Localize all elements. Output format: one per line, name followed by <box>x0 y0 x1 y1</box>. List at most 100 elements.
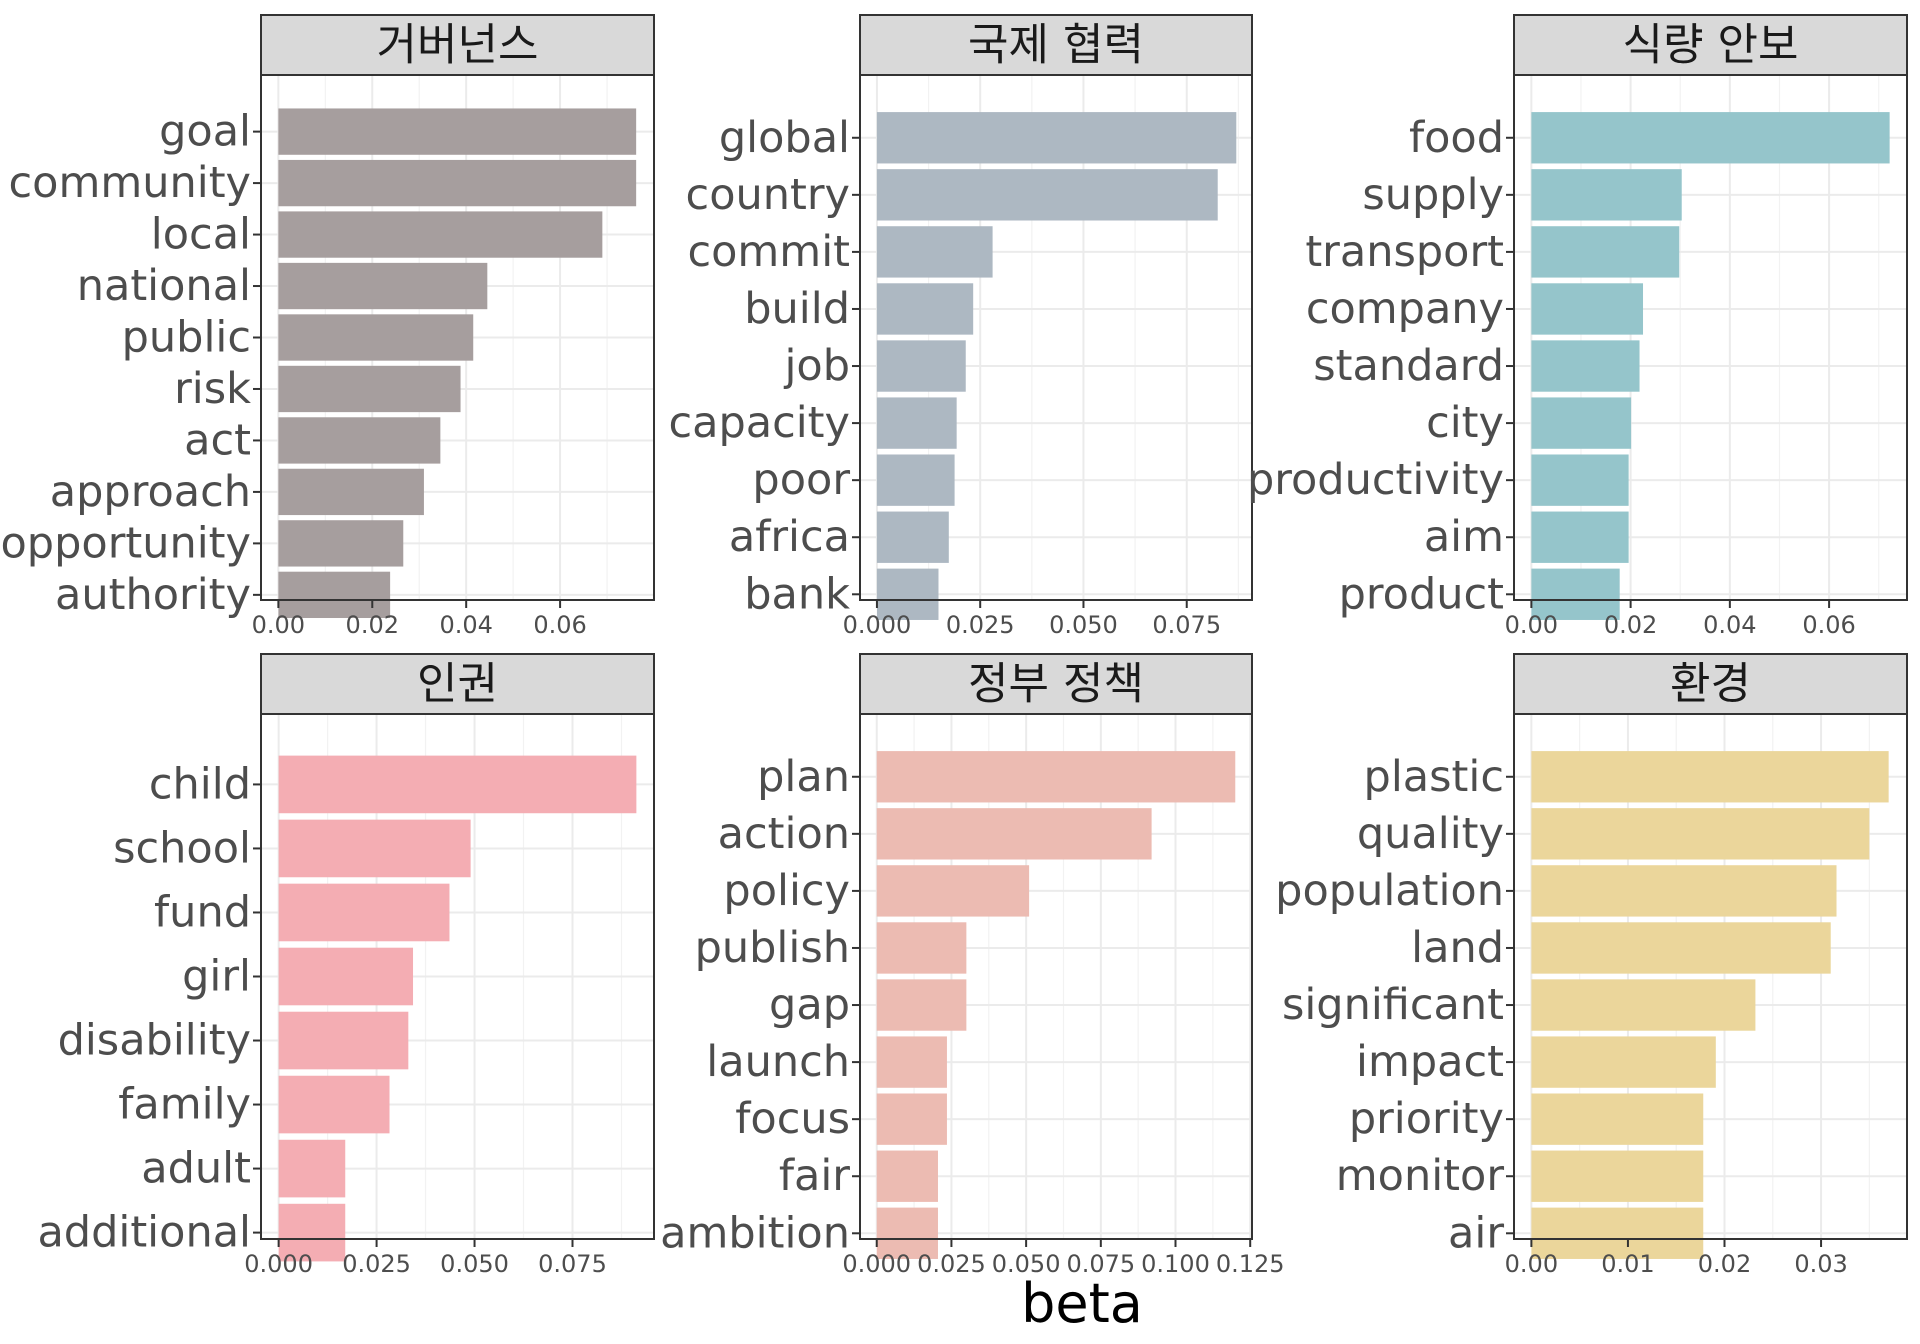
category-label-food: food <box>1409 113 1504 163</box>
category-label-ambition: ambition <box>660 1208 850 1258</box>
bar-air <box>1531 1207 1704 1259</box>
category-label-quality: quality <box>1357 809 1504 859</box>
panels-layer: goalcommunitylocalnationalpublicriskacta… <box>0 14 1908 1278</box>
bar-product <box>1531 568 1620 620</box>
panel-2: global country commit build job capacity poor a… <box>668 14 1253 639</box>
category-label-monitor: monitor <box>1336 1151 1505 1201</box>
bar-commit <box>876 226 993 278</box>
category-label-transport: transport <box>1305 227 1504 277</box>
bar-launch <box>876 1036 947 1088</box>
x-tick-label: 0.075 <box>1152 611 1221 639</box>
category-label-land: land <box>1411 923 1504 973</box>
bar-action <box>876 808 1152 860</box>
bar-global <box>876 112 1237 164</box>
x-tick-label: 0.00 <box>1505 611 1558 639</box>
facet-strip <box>260 653 655 715</box>
bar-adult <box>278 1139 346 1198</box>
bar-plan <box>876 751 1236 803</box>
facet-title: 국제 협력 <box>968 20 1144 71</box>
x-tick-label: 0.00 <box>252 611 305 639</box>
bar-policy <box>876 865 1030 917</box>
bar-gap <box>876 979 967 1031</box>
category-label-policy: policy <box>723 866 850 916</box>
bar-supply <box>1531 169 1682 221</box>
x-tick-label: 0.025 <box>342 1250 411 1278</box>
category-label-supply: supply <box>1362 170 1504 220</box>
x-tick-label: 0.02 <box>1698 1250 1751 1278</box>
bar-publish <box>876 922 967 974</box>
x-tick-label: 0.075 <box>1066 1250 1135 1278</box>
bar-impact <box>1531 1036 1716 1088</box>
bar-community <box>278 159 637 207</box>
category-label-plan: plan <box>757 752 850 802</box>
category-label-goal: goal <box>159 107 251 157</box>
category-label-global: global <box>719 113 850 163</box>
bar-family <box>278 1075 390 1134</box>
category-label-additional: additional <box>37 1208 251 1258</box>
bar-school <box>278 819 471 878</box>
bar-disability <box>278 1011 409 1070</box>
category-label-plastic: plastic <box>1364 752 1504 802</box>
bar-bank <box>876 568 939 620</box>
category-label-act: act <box>184 415 251 465</box>
facet-title: 환경 <box>1670 659 1751 710</box>
x-tick-label: 0.06 <box>1802 611 1855 639</box>
facet-strip <box>1513 14 1908 76</box>
facet-title: 식량 안보 <box>1623 20 1799 71</box>
x-tick-label: 0.050 <box>992 1250 1061 1278</box>
category-label-authority: authority <box>55 570 251 620</box>
bar-act <box>278 417 441 464</box>
category-label-impact: impact <box>1356 1037 1504 1087</box>
x-tick-label: 0.02 <box>1604 611 1657 639</box>
bar-country <box>876 169 1218 221</box>
category-label-approach: approach <box>50 467 251 517</box>
category-label-fair: fair <box>779 1151 850 1201</box>
panel-6: plastic quality population land significant i… <box>1275 653 1908 1278</box>
bar-goal <box>278 108 637 155</box>
panel-3: food supply transport company standard city pr… <box>1247 14 1908 639</box>
bar-national <box>278 262 488 310</box>
x-tick-label: 0.050 <box>440 1250 509 1278</box>
category-label-school: school <box>113 823 251 873</box>
bar-population <box>1531 865 1837 917</box>
category-label-africa: africa <box>729 512 850 562</box>
bar-poor <box>876 454 955 506</box>
category-label-bank: bank <box>744 569 850 619</box>
x-tick-label: 0.075 <box>538 1250 607 1278</box>
bar-africa <box>876 511 949 563</box>
category-label-publish: publish <box>695 923 850 973</box>
category-label-population: population <box>1275 866 1504 916</box>
bar-company <box>1531 283 1644 335</box>
facet-strip <box>859 14 1253 76</box>
category-label-child: child <box>149 759 251 809</box>
x-tick-label: 0.025 <box>917 1250 986 1278</box>
panel-4: child school fund girl disability family adult… <box>37 653 655 1278</box>
bar-fund <box>278 883 450 942</box>
bar-job <box>876 340 966 392</box>
facet-title: 정부 정책 <box>968 659 1144 710</box>
category-label-public: public <box>122 313 251 363</box>
bar-additional <box>278 1203 346 1262</box>
x-tick-label: 0.125 <box>1216 1250 1285 1278</box>
bar-city <box>1531 397 1632 449</box>
bar-child <box>278 755 637 814</box>
category-label-girl: girl <box>182 952 251 1002</box>
category-label-priority: priority <box>1349 1094 1504 1144</box>
bar-local <box>278 211 603 258</box>
bar-ambition <box>876 1207 938 1259</box>
x-tick-label: 0.050 <box>1049 611 1118 639</box>
bar-girl <box>278 947 414 1006</box>
bar-productivity <box>1531 454 1629 506</box>
bar-focus <box>876 1093 947 1145</box>
category-label-significant: significant <box>1282 980 1504 1030</box>
x-tick-label: 0.03 <box>1794 1250 1847 1278</box>
bar-build <box>876 283 974 335</box>
category-label-gap: gap <box>769 980 850 1030</box>
bar-food <box>1531 112 1890 164</box>
facet-title: 거버넌스 <box>377 20 539 71</box>
bar-transport <box>1531 226 1680 278</box>
panel-1: goalcommunitylocalnationalpublicriskacta… <box>0 14 655 639</box>
bar-approach <box>278 468 424 516</box>
category-label-action: action <box>718 809 850 859</box>
